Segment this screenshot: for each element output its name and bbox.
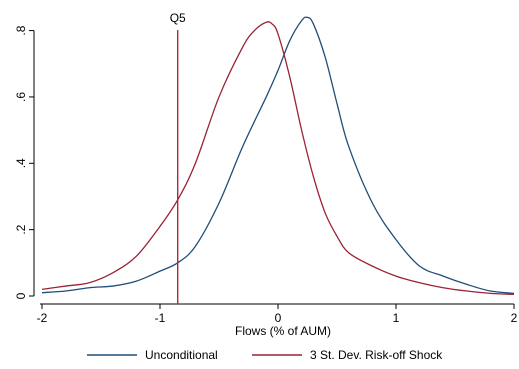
x-tick-label: 2 [511,311,518,325]
series-line-unconditional [41,16,515,294]
x-tick-label: -2 [37,311,48,325]
series-line-risk-off-shock [41,21,515,295]
y-tick-label: 0 [14,292,28,299]
legend: Unconditional 3 St. Dev. Risk-off Shock [87,348,443,362]
y-tick-label: .8 [14,25,28,35]
x-tick-label: 1 [393,311,400,325]
x-tick-label: -1 [155,311,166,325]
x-axis-title: Flows (% of AUM) [235,324,331,338]
y-tick-label: .2 [14,224,28,234]
y-tick-label: .4 [14,158,28,168]
q5-label: Q5 [170,11,186,25]
axes: -2 -1 0 1 2 0 .2 .4 .6 .8 [14,25,518,325]
series-layer [41,16,515,295]
x-tick-label: 0 [275,311,282,325]
legend-label-risk-off-shock: 3 St. Dev. Risk-off Shock [310,348,443,362]
reference-line-layer: Q5 [170,11,186,304]
legend-label-unconditional: Unconditional [145,348,218,362]
y-tick-label: .6 [14,92,28,102]
